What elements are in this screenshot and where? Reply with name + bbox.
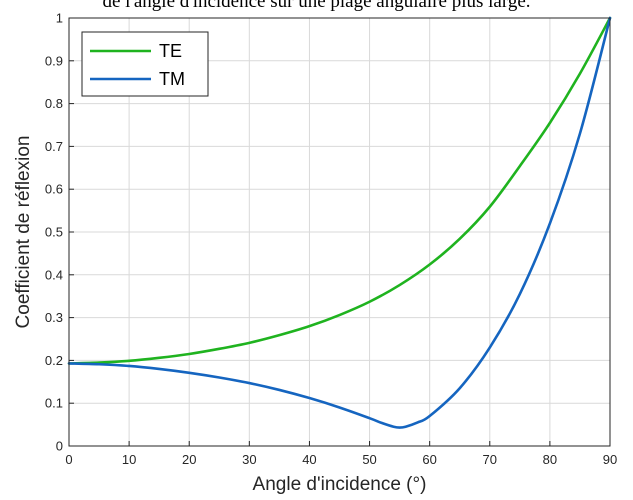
x-tick-label: 40: [302, 452, 316, 467]
y-axis-label: Coefficient de réflexion: [13, 136, 34, 329]
page-top-text: de l'angle d'incidence sur une plage ang…: [102, 0, 531, 12]
legend: TE TM: [81, 31, 209, 97]
x-tick-label: 60: [422, 452, 436, 467]
x-tick-label: 0: [65, 452, 72, 467]
y-tick-label: 0.9: [45, 53, 63, 68]
grid: [69, 18, 610, 446]
x-tick-label: 50: [362, 452, 376, 467]
series-line-te: [67, 16, 612, 365]
y-tick-label: 0.8: [45, 96, 63, 111]
x-tick-label: 80: [543, 452, 557, 467]
y-ticks: 0 0.1 0.2 0.3 0.4 0.5 0.6 0.7 0.8 0.9 1: [45, 11, 74, 454]
series-line-tm: [67, 16, 612, 429]
x-axis-label: Angle d'incidence (°): [253, 474, 427, 495]
y-tick-label: 0.5: [45, 225, 63, 240]
x-tick-label: 90: [603, 452, 617, 467]
series-group: [67, 16, 612, 429]
legend-label-tm: TM: [159, 69, 185, 89]
y-tick-label: 0.1: [45, 396, 63, 411]
y-tick-label: 0.4: [45, 267, 63, 282]
x-tick-label: 10: [122, 452, 136, 467]
y-tick-label: 1: [56, 11, 63, 26]
y-tick-label: 0.6: [45, 182, 63, 197]
y-tick-label: 0.2: [45, 353, 63, 368]
x-tick-label: 70: [483, 452, 497, 467]
y-tick-label: 0: [56, 439, 63, 454]
x-tick-label: 30: [242, 452, 256, 467]
y-tick-label: 0.3: [45, 310, 63, 325]
y-tick-label: 0.7: [45, 139, 63, 154]
x-tick-label: 20: [182, 452, 196, 467]
legend-box: [81, 31, 209, 97]
x-ticks: 0 10 20 30 40 50 60 70 80 90: [65, 441, 617, 467]
legend-label-te: TE: [159, 41, 182, 61]
